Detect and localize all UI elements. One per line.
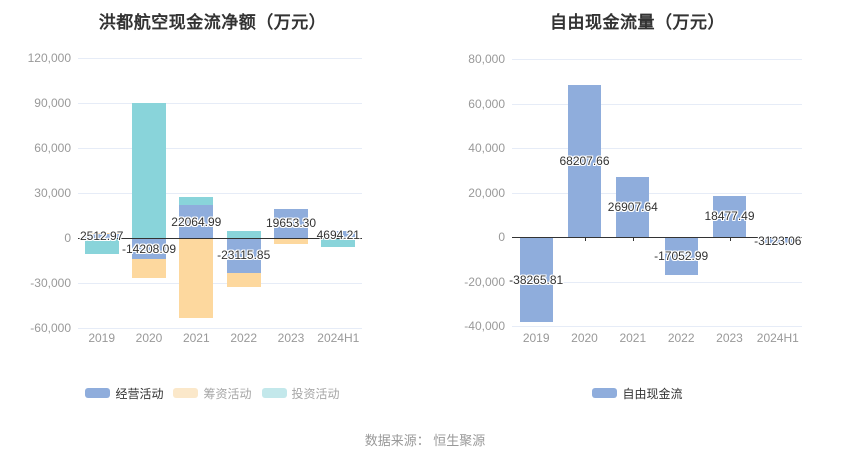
bar-series0-2024H1[interactable] (321, 231, 356, 238)
gridline (512, 148, 802, 149)
x-axis-label-2020: 2020 (135, 331, 163, 345)
x-axis-label-2023: 2023 (716, 331, 743, 345)
bar-series0-2023[interactable] (713, 195, 746, 237)
legend-item-0[interactable]: 自由现金流 (592, 385, 683, 402)
legend-swatch-icon (85, 388, 111, 398)
bar-series1-2020[interactable] (132, 259, 166, 279)
data-label: -14208.09 (121, 241, 177, 256)
y-axis-label: 30,000 (34, 186, 71, 200)
y-axis-label: 80,000 (468, 52, 505, 66)
legend-swatch-icon (592, 388, 618, 398)
gridline (78, 328, 362, 329)
data-label: 19653.30 (265, 216, 317, 231)
bar-series0-2022[interactable] (664, 237, 698, 275)
y-axis-label: 40,000 (468, 141, 505, 155)
bar-series0-2020[interactable] (132, 238, 166, 260)
gridline (512, 192, 802, 194)
y-axis-label: 90,000 (34, 96, 71, 110)
chart-net-cash-flow: 洪都航空现金流净额（万元） 120,000 90,000 60,000 30,000 0… (0, 0, 425, 420)
y-axis-label: -20,000 (464, 274, 505, 289)
x-axis-line (512, 237, 802, 238)
chart-title-free-cash-flow: 自由现金流量（万元） (550, 13, 725, 32)
legend-label: 经营活动 (115, 386, 164, 401)
y-axis-label: -40,000 (464, 319, 505, 333)
bar-series0-2019[interactable] (519, 237, 553, 323)
y-axis-label: 20,000 (468, 185, 505, 200)
data-source-caption: 数据来源： 恒生聚源 (364, 433, 486, 448)
legend-label: 自由现金流 (622, 386, 683, 401)
plot-area: 80,000 60,000 40,000 20,000 0 -20,000 -40,000 -… (425, 0, 850, 420)
data-label: -38265.81 (509, 272, 564, 287)
bar-series0-2024H1[interactable] (761, 237, 795, 244)
gridline (78, 148, 362, 149)
x-axis-label-2022: 2022 (230, 331, 258, 345)
y-axis-label: 60,000 (34, 141, 71, 155)
bar-series1-2019[interactable] (84, 233, 119, 235)
y-axis-label: -60,000 (30, 321, 71, 335)
gridline (512, 103, 802, 105)
y-axis-label: 0 (498, 230, 505, 244)
gridline (512, 59, 802, 60)
bar-series0-2019[interactable] (84, 234, 119, 238)
y-axis-label: -30,000 (30, 276, 71, 290)
x-axis-label-2019: 2019 (88, 331, 116, 345)
chart-free-cash-flow: 自由现金流量（万元） 80,000 60,000 40,000 20,000 0 -20,… (425, 0, 850, 420)
x-axis-label-2024H1: 2024H1 (756, 331, 799, 345)
data-label: 2512.97 (79, 229, 124, 244)
bar-series0-2021[interactable] (179, 204, 214, 238)
axis-tick (632, 237, 634, 241)
bar-series2-2021[interactable] (179, 196, 214, 205)
axis-tick (584, 237, 586, 241)
gridline (512, 281, 802, 283)
legend-item-1[interactable]: 筹资活动 (173, 385, 252, 402)
legend-swatch-icon (173, 388, 199, 398)
legend-swatch-icon (261, 388, 287, 398)
bar-series1-2022[interactable] (226, 272, 261, 288)
gridline (78, 103, 362, 104)
bar-series0-2023[interactable] (274, 208, 308, 238)
legend: 经营活动 筹资活动 投资活动 (0, 385, 425, 401)
plot-area: 120,000 90,000 60,000 30,000 0 -30,000 -60,000… (0, 0, 425, 420)
bar-series2-2019[interactable] (84, 238, 119, 254)
bar-series0-2021[interactable] (616, 177, 650, 237)
gridline (78, 193, 362, 194)
legend-label: 筹资活动 (203, 386, 252, 401)
bar-series1-2021[interactable] (179, 238, 214, 318)
data-label: 68207.66 (559, 154, 610, 169)
x-axis-label-2019: 2019 (522, 331, 550, 345)
x-axis-label-2023: 2023 (277, 331, 305, 345)
x-axis-label-2024H1: 2024H1 (317, 331, 360, 345)
legend-item-2[interactable]: 投资活动 (261, 385, 340, 402)
data-label: 4694.21 (316, 227, 360, 242)
bar-series0-2022[interactable] (226, 238, 261, 273)
x-axis-label-2021: 2021 (182, 331, 210, 345)
x-axis-line (78, 238, 362, 239)
data-label: 18477.49 (704, 209, 755, 224)
gridline (78, 283, 362, 284)
legend-item-0[interactable]: 经营活动 (85, 385, 163, 402)
bar-series2-2024H1[interactable] (321, 238, 356, 247)
bar-series2-2022[interactable] (226, 230, 261, 238)
bar-series2-2020[interactable] (132, 103, 166, 238)
axis-tick (729, 237, 731, 241)
legend-label: 投资活动 (291, 386, 340, 401)
gridline (78, 58, 362, 59)
data-label: 22064.99 (171, 214, 222, 229)
chart-title-net-cash-flow: 洪都航空现金流净额（万元） (98, 13, 327, 32)
data-label: 26907.64 (607, 200, 658, 215)
bar-series1-2023[interactable] (274, 238, 308, 244)
x-axis-label-2020: 2020 (571, 331, 598, 345)
y-axis-label: 0 (64, 231, 71, 245)
x-axis-label-2022: 2022 (667, 331, 695, 345)
x-axis-label-2021: 2021 (619, 331, 647, 345)
y-axis-label: 120,000 (27, 51, 71, 65)
legend: 自由现金流 (425, 385, 850, 401)
data-label: -17052.99 (654, 249, 709, 263)
data-label: -3123.06 (754, 233, 802, 248)
bar-series0-2020[interactable] (568, 85, 601, 237)
y-axis-label: 60,000 (468, 96, 505, 111)
data-label: -23115.85 (217, 248, 271, 263)
gridline (512, 326, 802, 327)
